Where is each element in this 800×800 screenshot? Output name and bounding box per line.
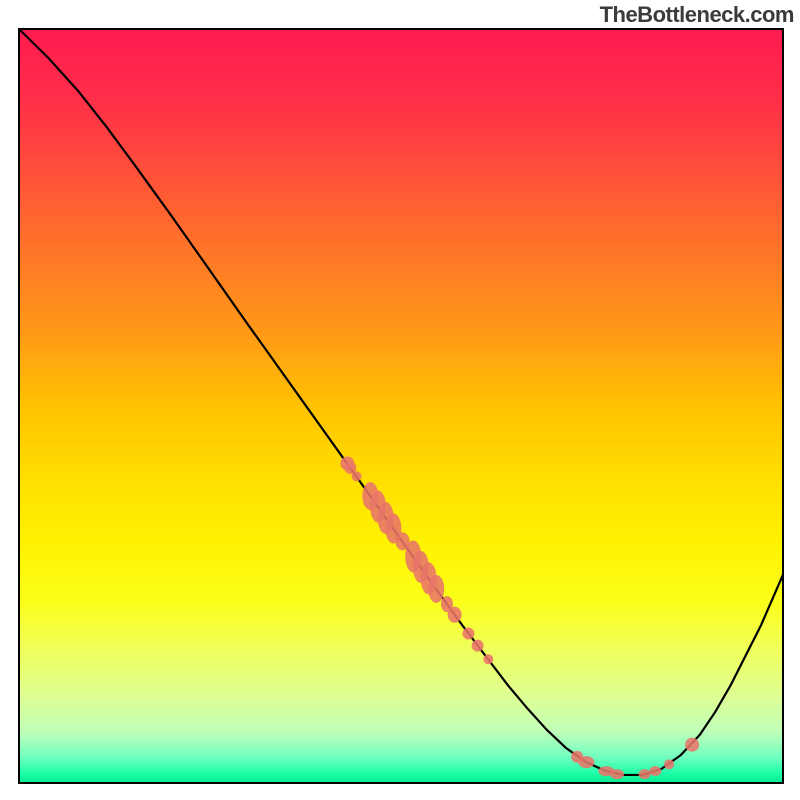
watermark-text: TheBottleneck.com bbox=[600, 2, 794, 28]
plot-area bbox=[18, 28, 784, 784]
chart-svg bbox=[18, 28, 784, 784]
chart-container: TheBottleneck.com bbox=[0, 0, 800, 800]
